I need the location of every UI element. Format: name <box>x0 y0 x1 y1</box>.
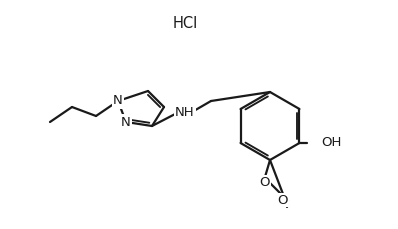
Text: N: N <box>113 95 123 107</box>
Text: HCl: HCl <box>172 16 198 32</box>
Text: O: O <box>278 194 288 207</box>
Text: O: O <box>260 175 270 188</box>
Text: NH: NH <box>175 106 195 118</box>
Text: OH: OH <box>322 136 342 150</box>
Text: N: N <box>121 115 131 128</box>
